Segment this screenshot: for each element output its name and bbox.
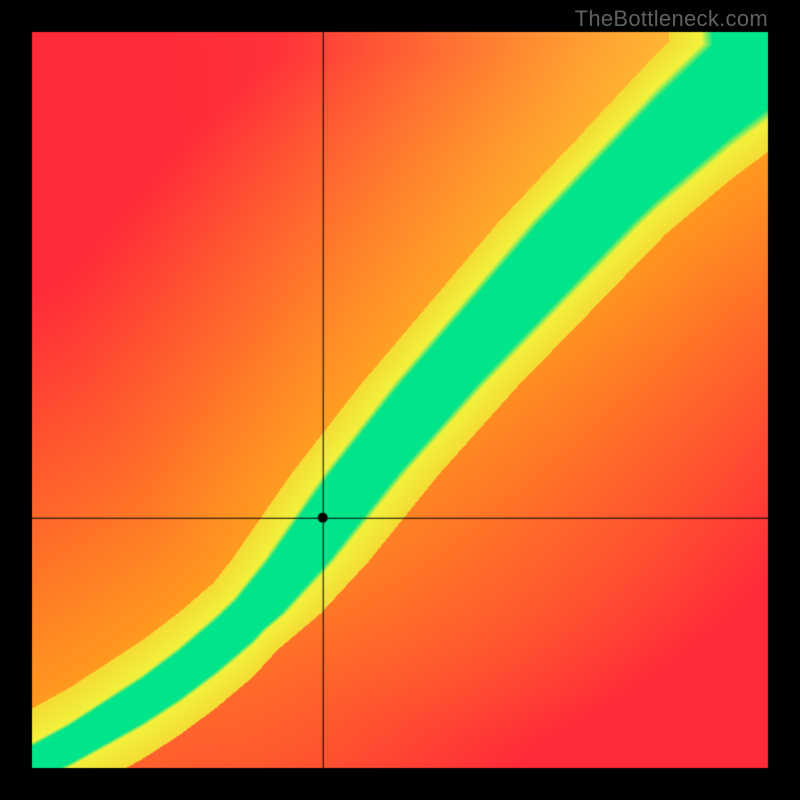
crosshair-overlay (0, 0, 800, 800)
watermark-text: TheBottleneck.com (575, 6, 768, 32)
chart-container: TheBottleneck.com (0, 0, 800, 800)
